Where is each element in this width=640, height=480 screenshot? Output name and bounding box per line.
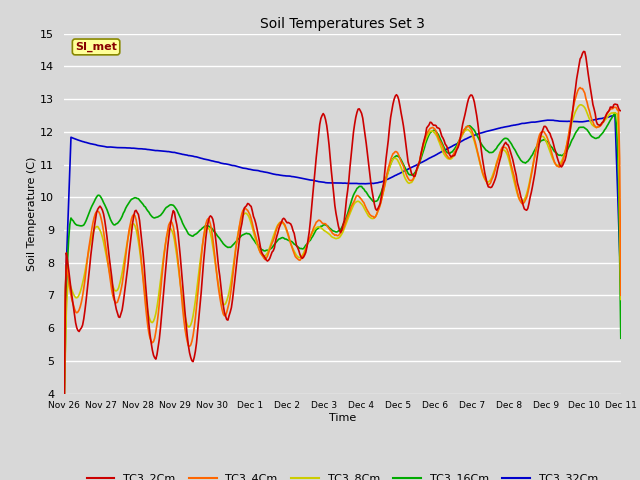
Y-axis label: Soil Temperature (C): Soil Temperature (C): [28, 156, 37, 271]
Title: Soil Temperatures Set 3: Soil Temperatures Set 3: [260, 17, 425, 31]
Legend: TC3_2Cm, TC3_4Cm, TC3_8Cm, TC3_16Cm, TC3_32Cm: TC3_2Cm, TC3_4Cm, TC3_8Cm, TC3_16Cm, TC3…: [82, 469, 603, 480]
X-axis label: Time: Time: [329, 413, 356, 423]
Text: SI_met: SI_met: [75, 42, 117, 52]
